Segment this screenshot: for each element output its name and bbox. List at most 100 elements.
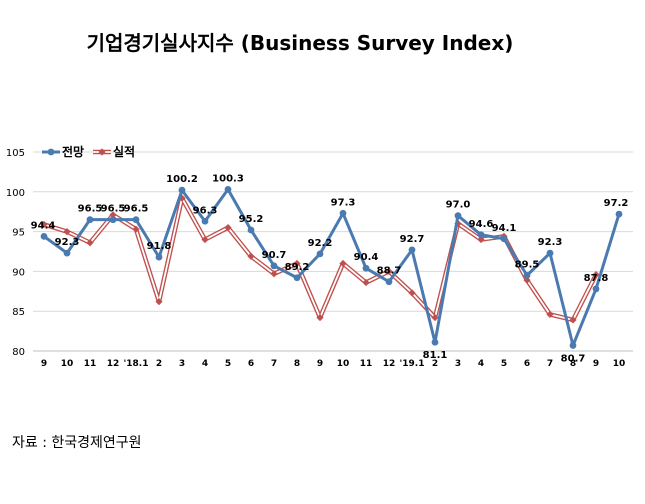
y-tick-label: 95 [12, 228, 25, 239]
series-actual-marker [293, 259, 301, 268]
x-tick-label: 6 [524, 359, 530, 369]
y-tick-label: 105 [6, 148, 25, 159]
data-label: 96.5 [101, 204, 126, 215]
data-label: 89.2 [285, 262, 310, 273]
series-actual-marker [224, 224, 232, 232]
series-forecast-marker [86, 216, 94, 224]
series-forecast-marker [523, 271, 531, 279]
y-tick-label: 80 [12, 347, 25, 358]
series-actual-marker [569, 316, 577, 324]
legend-actual-label: 실적 [113, 144, 135, 159]
x-tick-label: 8 [570, 359, 576, 369]
x-tick-label: 3 [455, 359, 461, 369]
data-label: 94.4 [31, 220, 56, 231]
data-label: 92.3 [55, 237, 80, 248]
data-label: 92.3 [538, 237, 563, 248]
series-forecast-marker [615, 210, 623, 218]
data-label: 80.7 [561, 353, 586, 364]
series-forecast-marker [293, 274, 301, 282]
x-tick-label: 3 [179, 359, 185, 369]
x-tick-label: 11 [360, 359, 373, 369]
series-forecast-marker [270, 262, 278, 270]
series-actual-marker [132, 225, 140, 233]
series-actual-marker [385, 267, 393, 275]
series-forecast-marker [247, 226, 255, 234]
x-tick-label: 9 [41, 359, 47, 369]
series-actual-marker [523, 276, 531, 284]
y-axis-ticks: 80 85 90 95 100 105 [6, 148, 25, 358]
series-actual-marker [362, 278, 370, 287]
data-label: 91.8 [147, 241, 172, 252]
data-label: 97.2 [604, 198, 629, 209]
x-tick-label: 7 [547, 359, 553, 369]
series-lines [40, 186, 623, 349]
series-forecast-marker [132, 216, 140, 224]
series-forecast-marker [408, 246, 416, 254]
series-actual-line-inner [43, 197, 597, 321]
legend-forecast-marker [47, 148, 55, 156]
x-tick-label: 9 [317, 359, 323, 369]
x-axis-ticks: 9 10 11 12 '18.1 2 3 4 5 6 7 8 9 10 11 12 '19.1 2 3 4 5 6 7 8 9 1… [41, 359, 625, 369]
gridlines [33, 151, 633, 352]
series-forecast-marker [40, 232, 48, 240]
series-forecast-marker [224, 186, 232, 193]
x-tick-label: 4 [478, 359, 484, 369]
data-label: 87.8 [584, 273, 609, 284]
x-tick-label: 2 [156, 359, 162, 369]
data-label: 88.7 [377, 266, 402, 277]
chart-title: 기업경기실사지수 (Business Survey Index) [86, 31, 514, 55]
data-label: 100.3 [212, 173, 244, 184]
series-forecast-marker [500, 235, 508, 243]
series-forecast-marker [385, 278, 393, 286]
series-forecast-marker [592, 285, 600, 293]
series-actual-marker [247, 252, 255, 260]
legend: 전망 실적 [42, 144, 135, 159]
x-tick-label: 5 [501, 359, 507, 369]
data-label: 90.4 [354, 252, 379, 263]
series-actual-marker [477, 235, 485, 244]
series-actual-marker [316, 313, 324, 322]
x-tick-label: 11 [84, 359, 97, 369]
x-tick-label: 10 [61, 359, 74, 369]
data-label: 81.1 [423, 350, 448, 361]
series-actual-marker [270, 270, 278, 278]
series-forecast-marker [339, 209, 347, 217]
x-tick-label: '18.1 [124, 359, 149, 369]
series-actual-marker [40, 220, 48, 229]
legend-actual-marker [98, 148, 106, 156]
series-forecast-marker [362, 264, 370, 272]
y-tick-label: 85 [12, 307, 25, 318]
series-forecast-marker [431, 338, 439, 346]
data-label: 92.7 [400, 234, 425, 245]
series-actual-marker [201, 235, 209, 244]
series-forecast-marker [454, 212, 462, 220]
series-forecast-marker [477, 231, 485, 239]
x-tick-label: 4 [202, 359, 208, 369]
series-forecast-marker [569, 342, 577, 349]
x-tick-label: 6 [248, 359, 254, 369]
data-label: 96.5 [78, 204, 103, 215]
series-actual-marker [109, 211, 117, 219]
data-labels: 94.492.396.596.596.591.8100.296.3100.395… [31, 173, 629, 364]
data-label: 96.5 [124, 204, 149, 215]
series-actual-marker [86, 239, 94, 247]
source-note: 자료 : 한국경제연구원 [12, 435, 142, 451]
series-forecast-marker [546, 249, 554, 257]
series-forecast-marker [316, 250, 324, 258]
legend-forecast-label: 전망 [62, 144, 84, 159]
x-tick-label: 10 [337, 359, 350, 369]
data-label: 89.5 [515, 259, 540, 270]
series-forecast-marker [63, 249, 71, 257]
data-label: 95.2 [239, 214, 264, 225]
data-label: 94.6 [469, 219, 494, 230]
x-tick-label: 10 [613, 359, 626, 369]
data-label: 92.2 [308, 238, 333, 249]
series-forecast-marker [155, 253, 163, 261]
y-tick-label: 100 [6, 188, 25, 199]
series-actual-line-outer [43, 195, 599, 323]
series-forecast-marker [201, 217, 209, 225]
series-forecast-marker [178, 186, 186, 194]
y-tick-label: 90 [12, 267, 25, 278]
data-label: 97.3 [331, 197, 356, 208]
